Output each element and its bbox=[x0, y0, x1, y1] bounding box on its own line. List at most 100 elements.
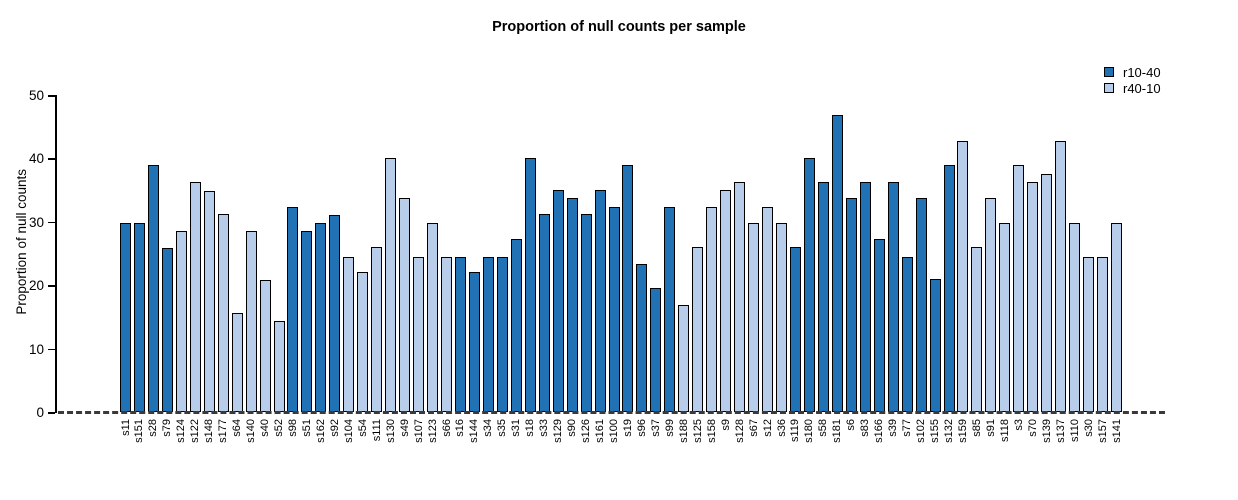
y-axis-tick-label: 40 bbox=[28, 151, 44, 167]
x-tick-label: s123 bbox=[426, 419, 439, 443]
bar-s58 bbox=[817, 181, 829, 412]
baseline-dashed-line bbox=[58, 411, 1165, 414]
bar-s107 bbox=[413, 256, 425, 412]
bar-s16 bbox=[454, 256, 466, 412]
bar-s98 bbox=[287, 206, 299, 412]
x-tick-label: s158 bbox=[705, 419, 718, 443]
x-tick-label: s18 bbox=[524, 419, 537, 437]
y-axis-tick bbox=[48, 158, 55, 160]
y-axis-tick-label: 0 bbox=[36, 405, 44, 420]
bar-s19 bbox=[622, 165, 634, 412]
bar-s140 bbox=[245, 231, 257, 412]
x-tick-label: s77 bbox=[901, 419, 914, 437]
x-tick-label: s137 bbox=[1054, 419, 1067, 443]
x-tick-label: s188 bbox=[677, 419, 690, 443]
bar-s37 bbox=[650, 288, 662, 412]
bar-s166 bbox=[873, 238, 885, 412]
x-tick-label: s28 bbox=[147, 419, 160, 437]
bar-s141 bbox=[1111, 223, 1123, 412]
bar-s91 bbox=[985, 198, 997, 412]
bar-s67 bbox=[748, 223, 760, 412]
y-axis-tick bbox=[48, 285, 55, 287]
bar-s77 bbox=[901, 256, 913, 412]
x-tick-label: s66 bbox=[440, 419, 453, 437]
y-axis-tick bbox=[48, 221, 55, 224]
x-tick-label: s126 bbox=[580, 419, 593, 443]
x-tick-label: s166 bbox=[873, 419, 886, 443]
bar-s39 bbox=[887, 181, 899, 412]
x-tick-label: s54 bbox=[356, 419, 369, 437]
x-tick-label: s99 bbox=[663, 419, 676, 437]
bar-s28 bbox=[147, 165, 159, 412]
bar-s51 bbox=[301, 231, 313, 412]
x-tick-label: s100 bbox=[608, 419, 621, 443]
bar-s34 bbox=[482, 256, 494, 412]
y-axis-tick-label: 50 bbox=[28, 88, 44, 103]
y-axis-tick bbox=[48, 412, 55, 414]
bar-s157 bbox=[1097, 256, 1109, 412]
legend-swatch-dark-icon bbox=[1104, 67, 1114, 77]
x-tick-label: s161 bbox=[594, 419, 607, 443]
y-axis-tick bbox=[48, 348, 55, 351]
x-tick-label: s92 bbox=[328, 419, 341, 437]
x-tick-label: s36 bbox=[775, 419, 788, 437]
legend-item-r40-10: r40-10 bbox=[1104, 80, 1161, 96]
bar-s30 bbox=[1083, 256, 1095, 412]
x-tick-label: s181 bbox=[831, 419, 844, 443]
x-tick-label: s151 bbox=[133, 419, 146, 443]
bar-s49 bbox=[399, 198, 411, 412]
legend-label: r10-40 bbox=[1123, 64, 1161, 80]
x-tick-label: s129 bbox=[552, 419, 565, 443]
x-tick-label: s104 bbox=[342, 419, 355, 443]
bar-s18 bbox=[524, 157, 536, 412]
bar-s6 bbox=[845, 198, 857, 412]
y-axis-title: Proportion of null counts bbox=[14, 168, 29, 315]
x-tick-label: s159 bbox=[956, 419, 969, 443]
bar-s104 bbox=[343, 256, 355, 412]
bar-s12 bbox=[762, 206, 774, 412]
bar-s118 bbox=[999, 223, 1011, 412]
bar-s85 bbox=[971, 247, 983, 412]
bar-s3 bbox=[1013, 165, 1025, 412]
x-tick-label: s49 bbox=[398, 419, 411, 437]
bar-s188 bbox=[678, 304, 690, 412]
x-tick-label: s52 bbox=[273, 419, 286, 437]
x-tick-label: s102 bbox=[915, 419, 928, 443]
chart-title: Proportion of null counts per sample bbox=[492, 19, 746, 35]
x-tick-label: s110 bbox=[1068, 419, 1081, 443]
x-tick-label: s64 bbox=[231, 419, 244, 437]
y-axis-tick-label: 30 bbox=[28, 214, 44, 230]
bar-s79 bbox=[161, 247, 173, 412]
bar-s35 bbox=[496, 256, 508, 412]
x-tick-label: s162 bbox=[314, 419, 327, 443]
y-axis-tick-label: 20 bbox=[28, 278, 44, 294]
bar-s83 bbox=[859, 181, 871, 412]
x-tick-label: s139 bbox=[1040, 419, 1053, 443]
bar-s132 bbox=[943, 165, 955, 412]
bar-s100 bbox=[608, 206, 620, 412]
x-tick-label: s180 bbox=[803, 419, 816, 443]
bar-s148 bbox=[203, 190, 215, 412]
bar-s119 bbox=[789, 247, 801, 412]
x-tick-label: s98 bbox=[286, 419, 299, 437]
x-tick-label: s111 bbox=[370, 419, 383, 442]
bar-s180 bbox=[803, 157, 815, 412]
x-tick-label: s96 bbox=[635, 419, 648, 437]
bar-s11 bbox=[120, 223, 131, 412]
bar-s177 bbox=[217, 214, 229, 412]
bar-s128 bbox=[734, 181, 746, 412]
bar-s9 bbox=[720, 190, 732, 412]
x-tick-label: s148 bbox=[203, 419, 216, 443]
x-tick-label: s11 bbox=[119, 419, 132, 436]
bar-s125 bbox=[692, 247, 704, 412]
bar-s54 bbox=[357, 271, 369, 412]
x-tick-label: s79 bbox=[161, 419, 174, 437]
legend-swatch-light-icon bbox=[1104, 83, 1114, 93]
x-tick-label: s39 bbox=[887, 419, 900, 437]
bar-s96 bbox=[636, 264, 648, 412]
bar-s110 bbox=[1069, 223, 1081, 412]
bar-s139 bbox=[1041, 173, 1053, 412]
x-tick-label: s12 bbox=[761, 419, 774, 437]
bar-s162 bbox=[315, 223, 327, 412]
